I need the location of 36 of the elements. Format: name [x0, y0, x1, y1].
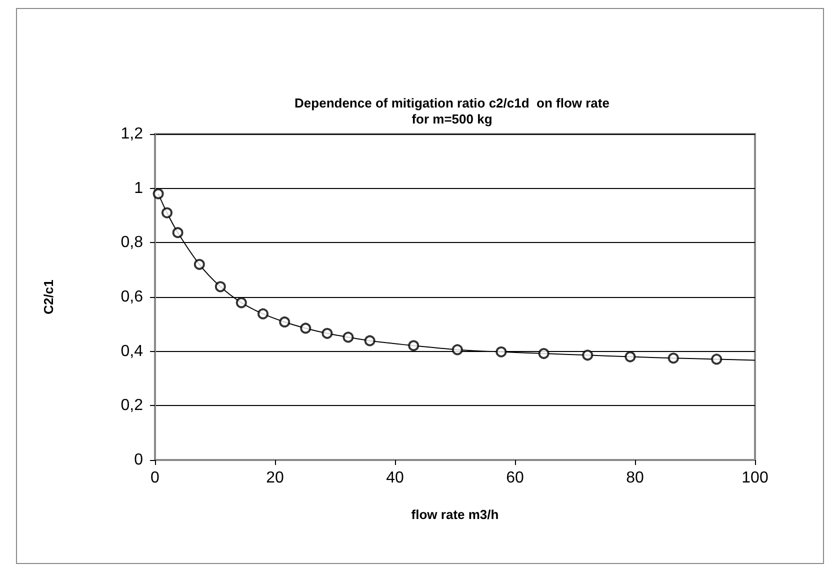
y-tick-label: 0,4	[120, 342, 144, 360]
y-tick-label: 0,2	[120, 397, 144, 414]
x-axis-title: flow rate m3/h	[411, 507, 499, 522]
point	[538, 348, 550, 360]
point	[194, 258, 205, 270]
point	[236, 297, 247, 308]
x-tick-label: 60	[506, 470, 524, 486]
point	[162, 207, 172, 218]
point	[496, 346, 507, 358]
point	[342, 332, 354, 343]
point	[711, 354, 722, 365]
y-tick-label: 0,8	[120, 234, 144, 252]
chart-title: Dependence of mitigation ratio c2/c1d on flow rate for m=500 kg	[294, 96, 610, 126]
y-tick-label: 0	[134, 452, 144, 468]
point	[364, 335, 376, 346]
y-tick-label: 1	[134, 180, 144, 197]
x-tick-label: 0	[150, 470, 160, 486]
point	[668, 352, 679, 364]
x-tick-label: 100	[742, 470, 768, 486]
point	[279, 316, 290, 328]
y-axis-title: C2/c1	[41, 280, 56, 314]
point	[300, 322, 312, 334]
point	[582, 350, 594, 361]
point	[152, 188, 164, 200]
y-tick-label: 0,6	[120, 288, 144, 306]
x-tick-label: 40	[386, 470, 404, 486]
point	[258, 308, 268, 320]
point	[322, 328, 333, 339]
point	[624, 351, 636, 362]
point	[408, 340, 420, 352]
x-tick-label: 80	[626, 470, 644, 486]
point	[214, 281, 226, 292]
point	[172, 227, 184, 238]
point	[452, 344, 463, 356]
y-tick-label: 1,2	[120, 126, 144, 142]
x-tick-label: 20	[266, 470, 284, 486]
